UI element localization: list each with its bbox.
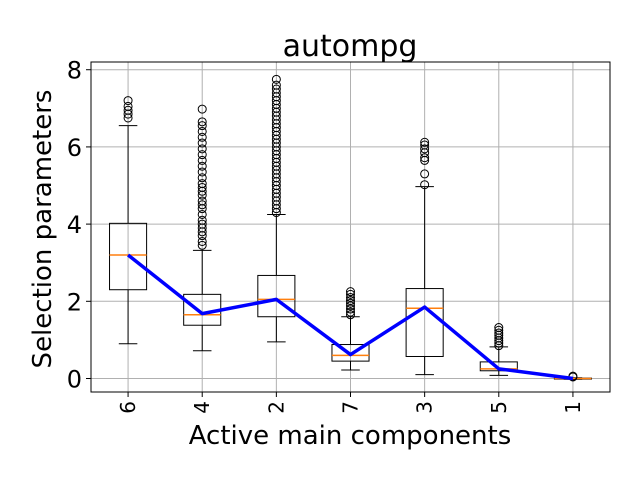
outlier-point xyxy=(346,292,355,302)
box-iqr xyxy=(109,222,148,291)
outlier-point xyxy=(197,117,207,127)
box-group-4 xyxy=(183,104,222,352)
x-tick-label: 3 xyxy=(413,401,437,414)
y-axis-label: Selection parameters xyxy=(28,90,58,369)
outlier-point xyxy=(197,236,207,246)
outlier-point xyxy=(197,219,207,229)
outlier-point xyxy=(494,328,504,338)
outlier-point xyxy=(197,182,207,192)
box-iqr xyxy=(331,344,370,362)
outlier-point xyxy=(420,140,430,150)
outlier-point xyxy=(123,101,133,111)
box-iqr xyxy=(479,361,518,372)
y-tick-label: 2 xyxy=(67,288,82,316)
outlier-point xyxy=(197,161,207,171)
outlier-point xyxy=(197,173,207,183)
x-tick-label: 6 xyxy=(116,401,140,414)
outlier-point xyxy=(123,105,133,115)
outlier-point xyxy=(420,153,430,163)
y-tick-label: 4 xyxy=(67,211,82,239)
outlier-point xyxy=(271,84,281,94)
outlier-point xyxy=(420,180,430,190)
y-tick-label: 6 xyxy=(67,134,82,162)
outlier-point xyxy=(271,80,281,90)
x-axis-label: Active main components xyxy=(189,421,512,451)
outlier-point xyxy=(123,96,133,106)
box-group-6 xyxy=(109,96,148,345)
outlier-point xyxy=(420,137,430,147)
outlier-point xyxy=(271,74,281,84)
box-group-2 xyxy=(257,74,296,343)
trend-line xyxy=(126,253,574,381)
outlier-point xyxy=(197,150,207,160)
y-tick-label: 0 xyxy=(67,365,82,393)
box-group-7 xyxy=(331,287,370,371)
x-tick-label: 1 xyxy=(561,401,585,414)
box-iqr xyxy=(257,274,296,318)
outlier-point xyxy=(346,296,355,306)
outlier-point xyxy=(420,144,430,154)
x-tick-label: 5 xyxy=(487,401,511,414)
outlier-point xyxy=(346,307,355,317)
outlier-point xyxy=(197,200,207,210)
outlier-point xyxy=(197,155,207,165)
outlier-point xyxy=(346,310,355,320)
outlier-point xyxy=(197,179,207,189)
outlier-point xyxy=(346,289,355,299)
outlier-point xyxy=(568,371,578,381)
x-tick-label: 2 xyxy=(264,401,288,414)
outlier-point xyxy=(197,144,207,154)
outlier-point xyxy=(197,126,207,136)
x-tick-label: 4 xyxy=(190,401,214,414)
x-tick-label: 7 xyxy=(339,401,363,414)
chart-title: autompg xyxy=(283,29,418,64)
outlier-point xyxy=(197,209,207,219)
outlier-point xyxy=(197,167,207,177)
outlier-point xyxy=(197,196,207,206)
outlier-point xyxy=(420,169,430,179)
outlier-point xyxy=(197,121,207,131)
grid-lines xyxy=(91,62,610,392)
outlier-point xyxy=(197,240,207,250)
median-trend-line xyxy=(126,253,574,381)
box-series xyxy=(109,74,592,382)
outlier-point xyxy=(197,104,207,114)
outlier-point xyxy=(494,325,504,335)
axis-ticks: 0 2 4 6 8 6 4 2 7 3 5 1 xyxy=(67,57,585,414)
outlier-point xyxy=(346,287,355,297)
outlier-point xyxy=(494,323,504,333)
outlier-point xyxy=(197,138,207,148)
outlier-point xyxy=(346,298,355,308)
y-tick-label: 8 xyxy=(67,57,82,85)
outlier-point xyxy=(197,132,207,142)
outlier-point xyxy=(197,215,207,225)
